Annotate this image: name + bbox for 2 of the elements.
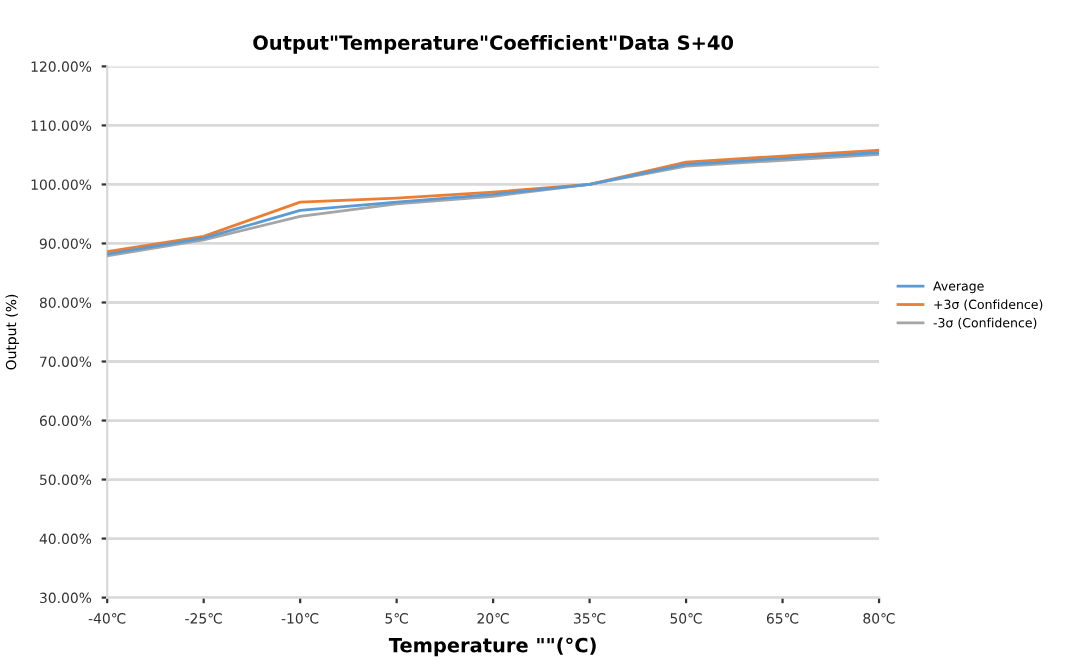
chart-title: Output"Temperature"Coefficient"Data S+40 [253, 34, 734, 54]
x-axis-title: Temperature ""(°C) [388, 637, 596, 657]
